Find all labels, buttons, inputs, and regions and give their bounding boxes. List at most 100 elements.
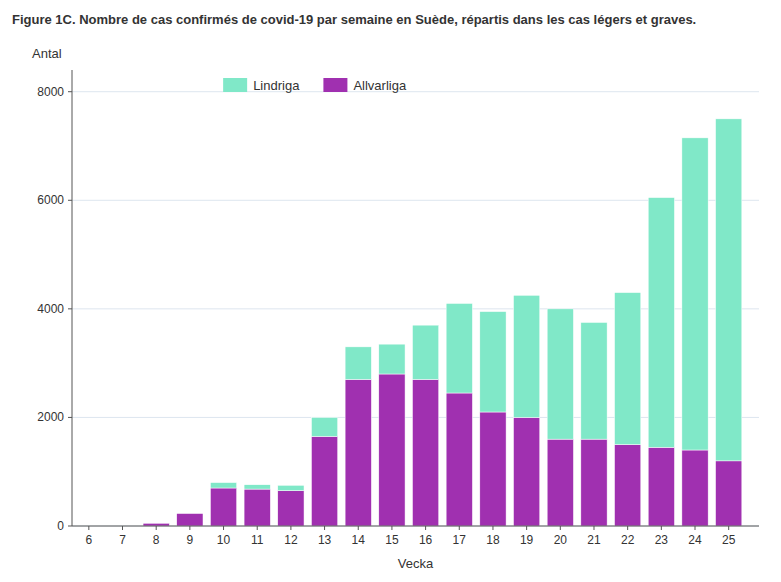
bar: [210, 488, 236, 526]
bar: [615, 445, 641, 526]
x-tick: [661, 526, 662, 530]
x-tick: [560, 526, 561, 530]
bar: [581, 439, 607, 526]
grid-line: [72, 91, 759, 92]
legend-label: Lindriga: [253, 78, 300, 93]
bar: [379, 344, 405, 374]
x-tick: [391, 526, 392, 530]
bar: [412, 325, 438, 379]
x-tick-label: 15: [385, 533, 399, 547]
legend-swatch: [323, 78, 347, 92]
bar: [446, 393, 472, 526]
x-tick: [156, 526, 157, 530]
x-tick: [88, 526, 89, 530]
y-tick-label: 4000: [37, 302, 64, 316]
x-tick: [223, 526, 224, 530]
bar: [480, 312, 506, 412]
chart-svg: Figure 1C. Nombre de cas confirmés de co…: [0, 0, 781, 582]
y-tick-label: 2000: [37, 410, 64, 424]
chart-container: Figure 1C. Nombre de cas confirmés de co…: [0, 0, 781, 582]
y-tick: [68, 91, 72, 92]
bar: [682, 138, 708, 450]
bar: [480, 412, 506, 526]
bar: [210, 483, 236, 488]
bar: [648, 198, 674, 448]
bar: [581, 322, 607, 439]
bar: [311, 417, 337, 436]
bar: [177, 514, 203, 526]
y-axis-line: [72, 70, 73, 526]
x-tick-label: 20: [554, 533, 568, 547]
x-tick-label: 13: [318, 533, 332, 547]
y-tick: [68, 200, 72, 201]
bar: [615, 293, 641, 445]
x-tick-label: 14: [352, 533, 366, 547]
x-tick-label: 22: [621, 533, 635, 547]
x-tick-label: 8: [153, 533, 160, 547]
bar: [513, 417, 539, 526]
x-tick: [695, 526, 696, 530]
bar: [648, 447, 674, 526]
bar: [547, 309, 573, 439]
x-tick-label: 16: [419, 533, 433, 547]
legend-swatch: [223, 78, 247, 92]
bar: [345, 379, 371, 526]
bar: [244, 489, 270, 526]
bar: [412, 379, 438, 526]
y-tick: [68, 417, 72, 418]
x-tick-label: 18: [486, 533, 500, 547]
y-tick: [68, 526, 72, 527]
bar: [716, 461, 742, 526]
x-tick-label: 25: [722, 533, 736, 547]
x-axis-label: Vecka: [398, 556, 434, 571]
y-tick-label: 0: [57, 519, 64, 533]
bar: [446, 303, 472, 393]
bar: [547, 439, 573, 526]
legend: Lindriga Allvarliga: [217, 74, 407, 93]
x-tick: [189, 526, 190, 530]
x-tick-label: 9: [187, 533, 194, 547]
bar: [311, 436, 337, 526]
y-axis-label: Antal: [32, 46, 62, 61]
x-tick: [593, 526, 594, 530]
bar: [513, 295, 539, 417]
x-tick-label: 12: [284, 533, 298, 547]
bar: [379, 374, 405, 526]
bars: [143, 119, 742, 526]
y-tick-label: 6000: [37, 193, 64, 207]
legend-label: Allvarliga: [353, 78, 407, 93]
grid: [72, 92, 759, 526]
bar: [177, 513, 203, 514]
x-tick-label: 21: [587, 533, 601, 547]
x-tick: [425, 526, 426, 530]
grid-line: [72, 526, 759, 527]
x-axis-line: [72, 526, 759, 527]
y-tick: [68, 308, 72, 309]
x-tick-label: 7: [119, 533, 126, 547]
x-tick: [627, 526, 628, 530]
x-tick-label: 23: [655, 533, 669, 547]
x-tick: [492, 526, 493, 530]
x-tick-label: 17: [453, 533, 467, 547]
x-tick: [122, 526, 123, 530]
x-tick: [257, 526, 258, 530]
x-tick-label: 24: [688, 533, 702, 547]
bar: [278, 485, 304, 490]
x-tick: [290, 526, 291, 530]
x-tick: [324, 526, 325, 530]
bar: [682, 450, 708, 526]
x-tick-label: 6: [85, 533, 92, 547]
x-tick: [358, 526, 359, 530]
x-tick: [728, 526, 729, 530]
x-tick: [459, 526, 460, 530]
bar: [278, 491, 304, 526]
bar: [143, 523, 169, 524]
bar: [345, 347, 371, 380]
bar: [244, 485, 270, 489]
x-tick: [526, 526, 527, 530]
x-tick-label: 11: [251, 533, 264, 547]
x-tick-label: 19: [520, 533, 534, 547]
x-tick-label: 10: [217, 533, 231, 547]
bar: [716, 119, 742, 461]
y-tick-label: 8000: [37, 85, 64, 99]
